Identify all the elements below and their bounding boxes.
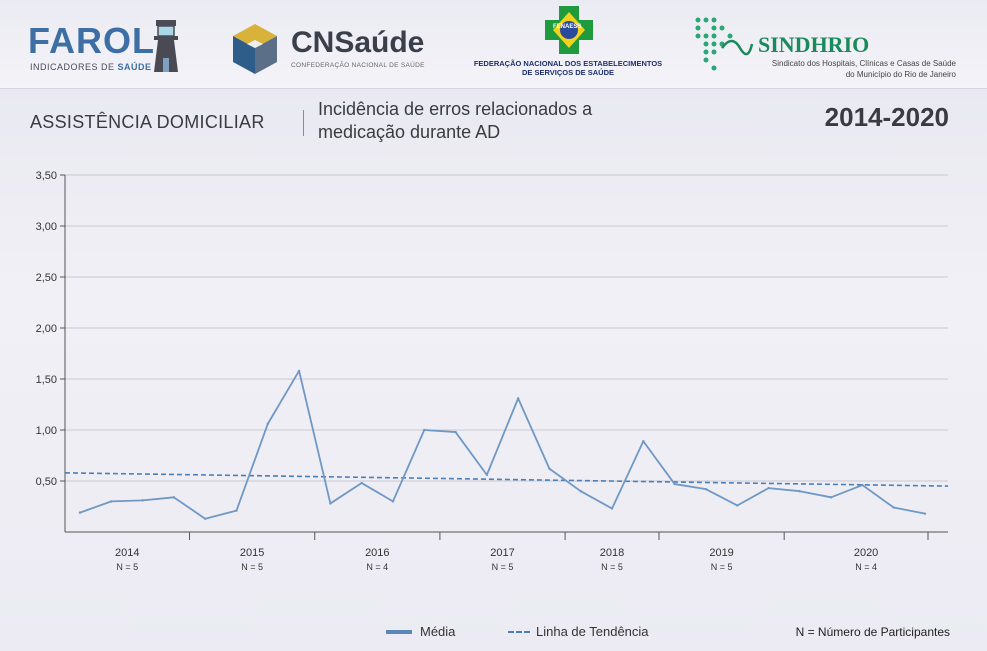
legend-dashed-swatch [508, 630, 530, 633]
header: ASSISTÊNCIA DOMICILIAR Incidência de err… [0, 88, 987, 158]
data-point [329, 502, 332, 505]
data-point [610, 507, 614, 510]
cnsaude-subtitle: CONFEDERAÇÃO NACIONAL DE SAÚDE [291, 62, 425, 69]
y-tick-label: 2,00 [36, 323, 57, 335]
data-point [78, 511, 82, 514]
data-point [485, 473, 489, 477]
farol-wordmark: FAROL [28, 20, 155, 61]
data-point [892, 506, 895, 509]
data-point [110, 500, 113, 503]
data-point [767, 486, 770, 490]
section-title: ASSISTÊNCIA DOMICILIAR [30, 112, 265, 132]
fenaess-logo: FENAESS FEDERAÇÃO NACIONAL DOS ESTABELEC… [463, 6, 673, 77]
y-tick-label: 1,00 [36, 425, 57, 437]
x-tick-label: 2014 [115, 547, 139, 559]
series-line-media [79, 369, 926, 520]
legend-series-label: Média [420, 624, 456, 639]
data-point [423, 428, 426, 432]
data-point [673, 482, 676, 486]
data-point [642, 440, 645, 443]
data-point [266, 422, 269, 426]
x-participants-label: N = 5 [241, 562, 263, 572]
data-point [297, 369, 301, 373]
x-participants-label: N = 5 [492, 562, 514, 572]
fenaess-cross-icon [545, 6, 593, 54]
sindhrio-dots-icon [695, 17, 754, 71]
chart-title: Incidência de erros relacionados a medic… [318, 99, 593, 142]
sindhrio-logo: SINDHRIO Sindicato dos Hospitais, Clínic… [692, 14, 962, 80]
line-chart: 3,50 3,00 2,50 2,00 1,50 1,00 0,50 2014 N = 5 201… [36, 170, 949, 572]
x-tick-label: 2015 [240, 547, 264, 559]
lighthouse-icon [154, 20, 178, 72]
cnsaude-wordmark: CNSaúde [291, 26, 425, 59]
data-point [861, 483, 864, 487]
data-point [172, 496, 176, 499]
x-participants-label: N = 4 [855, 562, 877, 572]
sindhrio-subtitle: Sindicato dos Hospitais, Clínicas e Casa… [771, 59, 956, 79]
legend-trend: Linha de Tendência [508, 624, 649, 639]
data-point [548, 467, 551, 470]
cnsaude-emblem-icon [233, 24, 277, 74]
logo-bar: FAROL INDICADORES DE SAÚDE CNSaúde CONFE… [0, 0, 987, 89]
y-tick-label: 1,50 [36, 374, 57, 386]
data-point [391, 500, 395, 503]
legend-trend-label: Linha de Tendência [536, 624, 649, 639]
x-tick-label: 2020 [854, 547, 878, 559]
x-tick-label: 2017 [490, 547, 514, 559]
data-point [516, 397, 520, 400]
y-tick-label: 3,00 [36, 221, 57, 233]
sindhrio-wordmark: SINDHRIO [758, 32, 870, 57]
fenaess-name: FEDERAÇÃO NACIONAL DOS ESTABELECIMENTOS … [473, 59, 663, 77]
y-tick-label: 0,50 [36, 476, 57, 488]
header-divider [303, 110, 304, 136]
trend-line [64, 472, 949, 487]
data-point [141, 499, 144, 502]
legend-solid-swatch [386, 629, 412, 634]
period-label: 2014-2020 [824, 102, 949, 132]
cnsaude-logo: CNSaúde CONFEDERAÇÃO NACIONAL DE SAÚDE [231, 22, 441, 82]
data-point [579, 490, 582, 493]
y-tick-label: 2,50 [36, 272, 57, 284]
x-tick-label: 2019 [709, 547, 733, 559]
data-point [454, 430, 457, 434]
data-point [829, 496, 833, 499]
x-participants-label: N = 5 [601, 562, 623, 572]
data-point [203, 517, 207, 520]
x-participants-label: N = 4 [366, 562, 388, 572]
x-participants-label: N = 5 [711, 562, 733, 572]
legend-series: Média [386, 624, 455, 639]
x-tick-label: 2016 [365, 547, 389, 559]
y-tick-label: 3,50 [36, 170, 57, 182]
data-point [798, 490, 802, 493]
x-tick-label: 2018 [600, 547, 624, 559]
data-point [235, 509, 238, 512]
data-point [704, 487, 708, 491]
x-participants-label: N = 5 [116, 562, 138, 572]
participants-note: N = Número de Participantes [795, 625, 950, 639]
farol-logo: FAROL INDICADORES DE SAÚDE [28, 20, 188, 80]
fenaess-badge: FENAESS [553, 24, 582, 30]
data-point [360, 481, 363, 485]
data-point [736, 504, 739, 507]
farol-subtitle: INDICADORES DE SAÚDE [30, 62, 152, 72]
data-point [923, 512, 927, 515]
